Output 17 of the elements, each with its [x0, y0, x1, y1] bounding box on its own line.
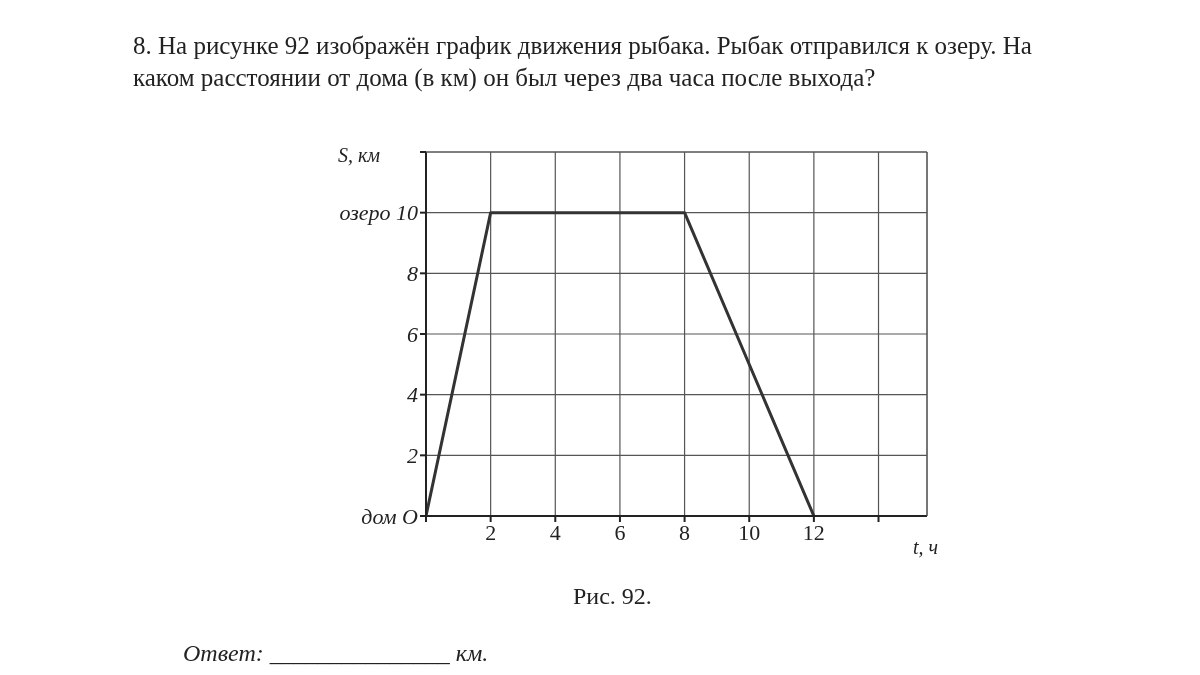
chart-title: 8. На рисунке 92 изображён график движения рыбака. Рыбак отправился к озеру. На каком расстоянии от дома (в км) он был через два часа после выхода? [133, 31, 1033, 94]
x-tick-label: 8 [679, 519, 691, 545]
y-tick-label: 8 [407, 261, 418, 287]
x-axis-title: t, ч [913, 536, 939, 559]
x-tick-label: 10 [738, 519, 761, 545]
x-tick-label: 4 [549, 519, 561, 545]
y-tick-label: 6 [407, 321, 418, 347]
y-tick-label: 2 [407, 443, 418, 469]
y-axis-title: S, км [338, 144, 381, 167]
x-tick-label: 12 [802, 519, 825, 545]
y-tick-label: озеро 10 [339, 200, 418, 226]
text: Рис. 92. [573, 583, 652, 610]
x-tick-label: 2 [485, 519, 497, 545]
text: Ответ: _______________ км. [183, 640, 489, 667]
y-tick-label: 4 [407, 382, 418, 408]
y-tick-label: дом O [361, 503, 419, 529]
x-tick-label: 6 [614, 519, 626, 545]
